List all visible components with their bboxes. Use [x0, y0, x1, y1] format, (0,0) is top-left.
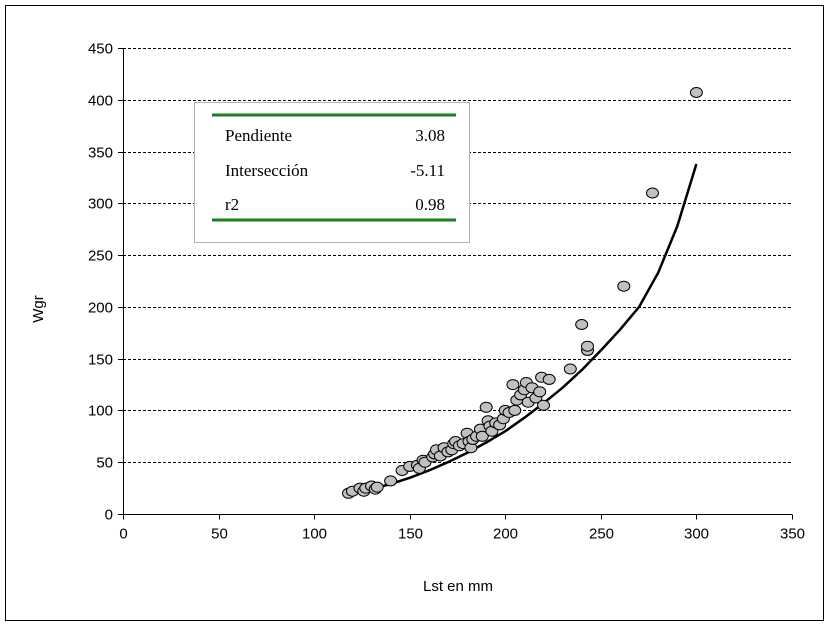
y-tick-label: 200	[88, 300, 113, 317]
data-point	[542, 373, 556, 385]
x-tick-label: 50	[211, 526, 228, 543]
data-point	[475, 430, 489, 442]
stats-box: Pendiente 3.08 Intersección -5.11 r2 0.9…	[194, 102, 470, 243]
stats-value-slope: 3.08	[415, 126, 445, 145]
data-point	[533, 386, 547, 398]
y-tick-label: 350	[88, 145, 113, 162]
data-point	[508, 404, 522, 416]
data-point	[575, 319, 589, 330]
data-points	[342, 87, 703, 499]
data-point	[537, 399, 550, 411]
y-tick-label: 0	[105, 507, 113, 524]
data-point	[581, 340, 594, 352]
y-tick-label: 250	[88, 248, 113, 265]
data-point	[646, 187, 659, 199]
y-tick-label: 300	[88, 196, 113, 213]
data-point	[370, 481, 384, 493]
data-point	[384, 475, 398, 487]
axes	[118, 48, 793, 520]
stats-label-intercept: Intersección	[225, 161, 309, 180]
stats-label-r2: r2	[225, 195, 239, 214]
fit-line	[348, 163, 698, 497]
fit-line-group	[348, 163, 698, 497]
x-tick-label: 150	[398, 526, 423, 543]
data-point	[506, 379, 520, 391]
data-point	[479, 401, 493, 413]
y-tick-label: 450	[88, 41, 113, 58]
stats-label-slope: Pendiente	[225, 126, 292, 145]
y-tick-label: 400	[88, 93, 113, 110]
x-tick-label: 100	[302, 526, 327, 543]
data-point	[617, 280, 631, 292]
y-axis-label: Wgr	[30, 295, 47, 323]
x-tick-label: 0	[119, 526, 127, 543]
y-tick-label: 100	[88, 403, 113, 420]
x-tick-label: 350	[780, 526, 805, 543]
x-tick-label: 250	[589, 526, 614, 543]
x-tick-label: 300	[684, 526, 709, 543]
y-tick-label: 50	[96, 455, 113, 472]
data-point	[689, 87, 703, 98]
x-tick-label: 200	[493, 526, 518, 543]
y-tick-label: 150	[88, 352, 113, 369]
stats-value-intercept: -5.11	[410, 161, 445, 180]
stats-value-r2: 0.98	[415, 195, 445, 214]
tick-labels: 0 50 100 150 200 250 300 350 400 450 0 50 100 150 200 2…	[88, 41, 805, 543]
data-point	[563, 363, 577, 375]
x-axis-label: Lst en mm	[423, 578, 493, 595]
